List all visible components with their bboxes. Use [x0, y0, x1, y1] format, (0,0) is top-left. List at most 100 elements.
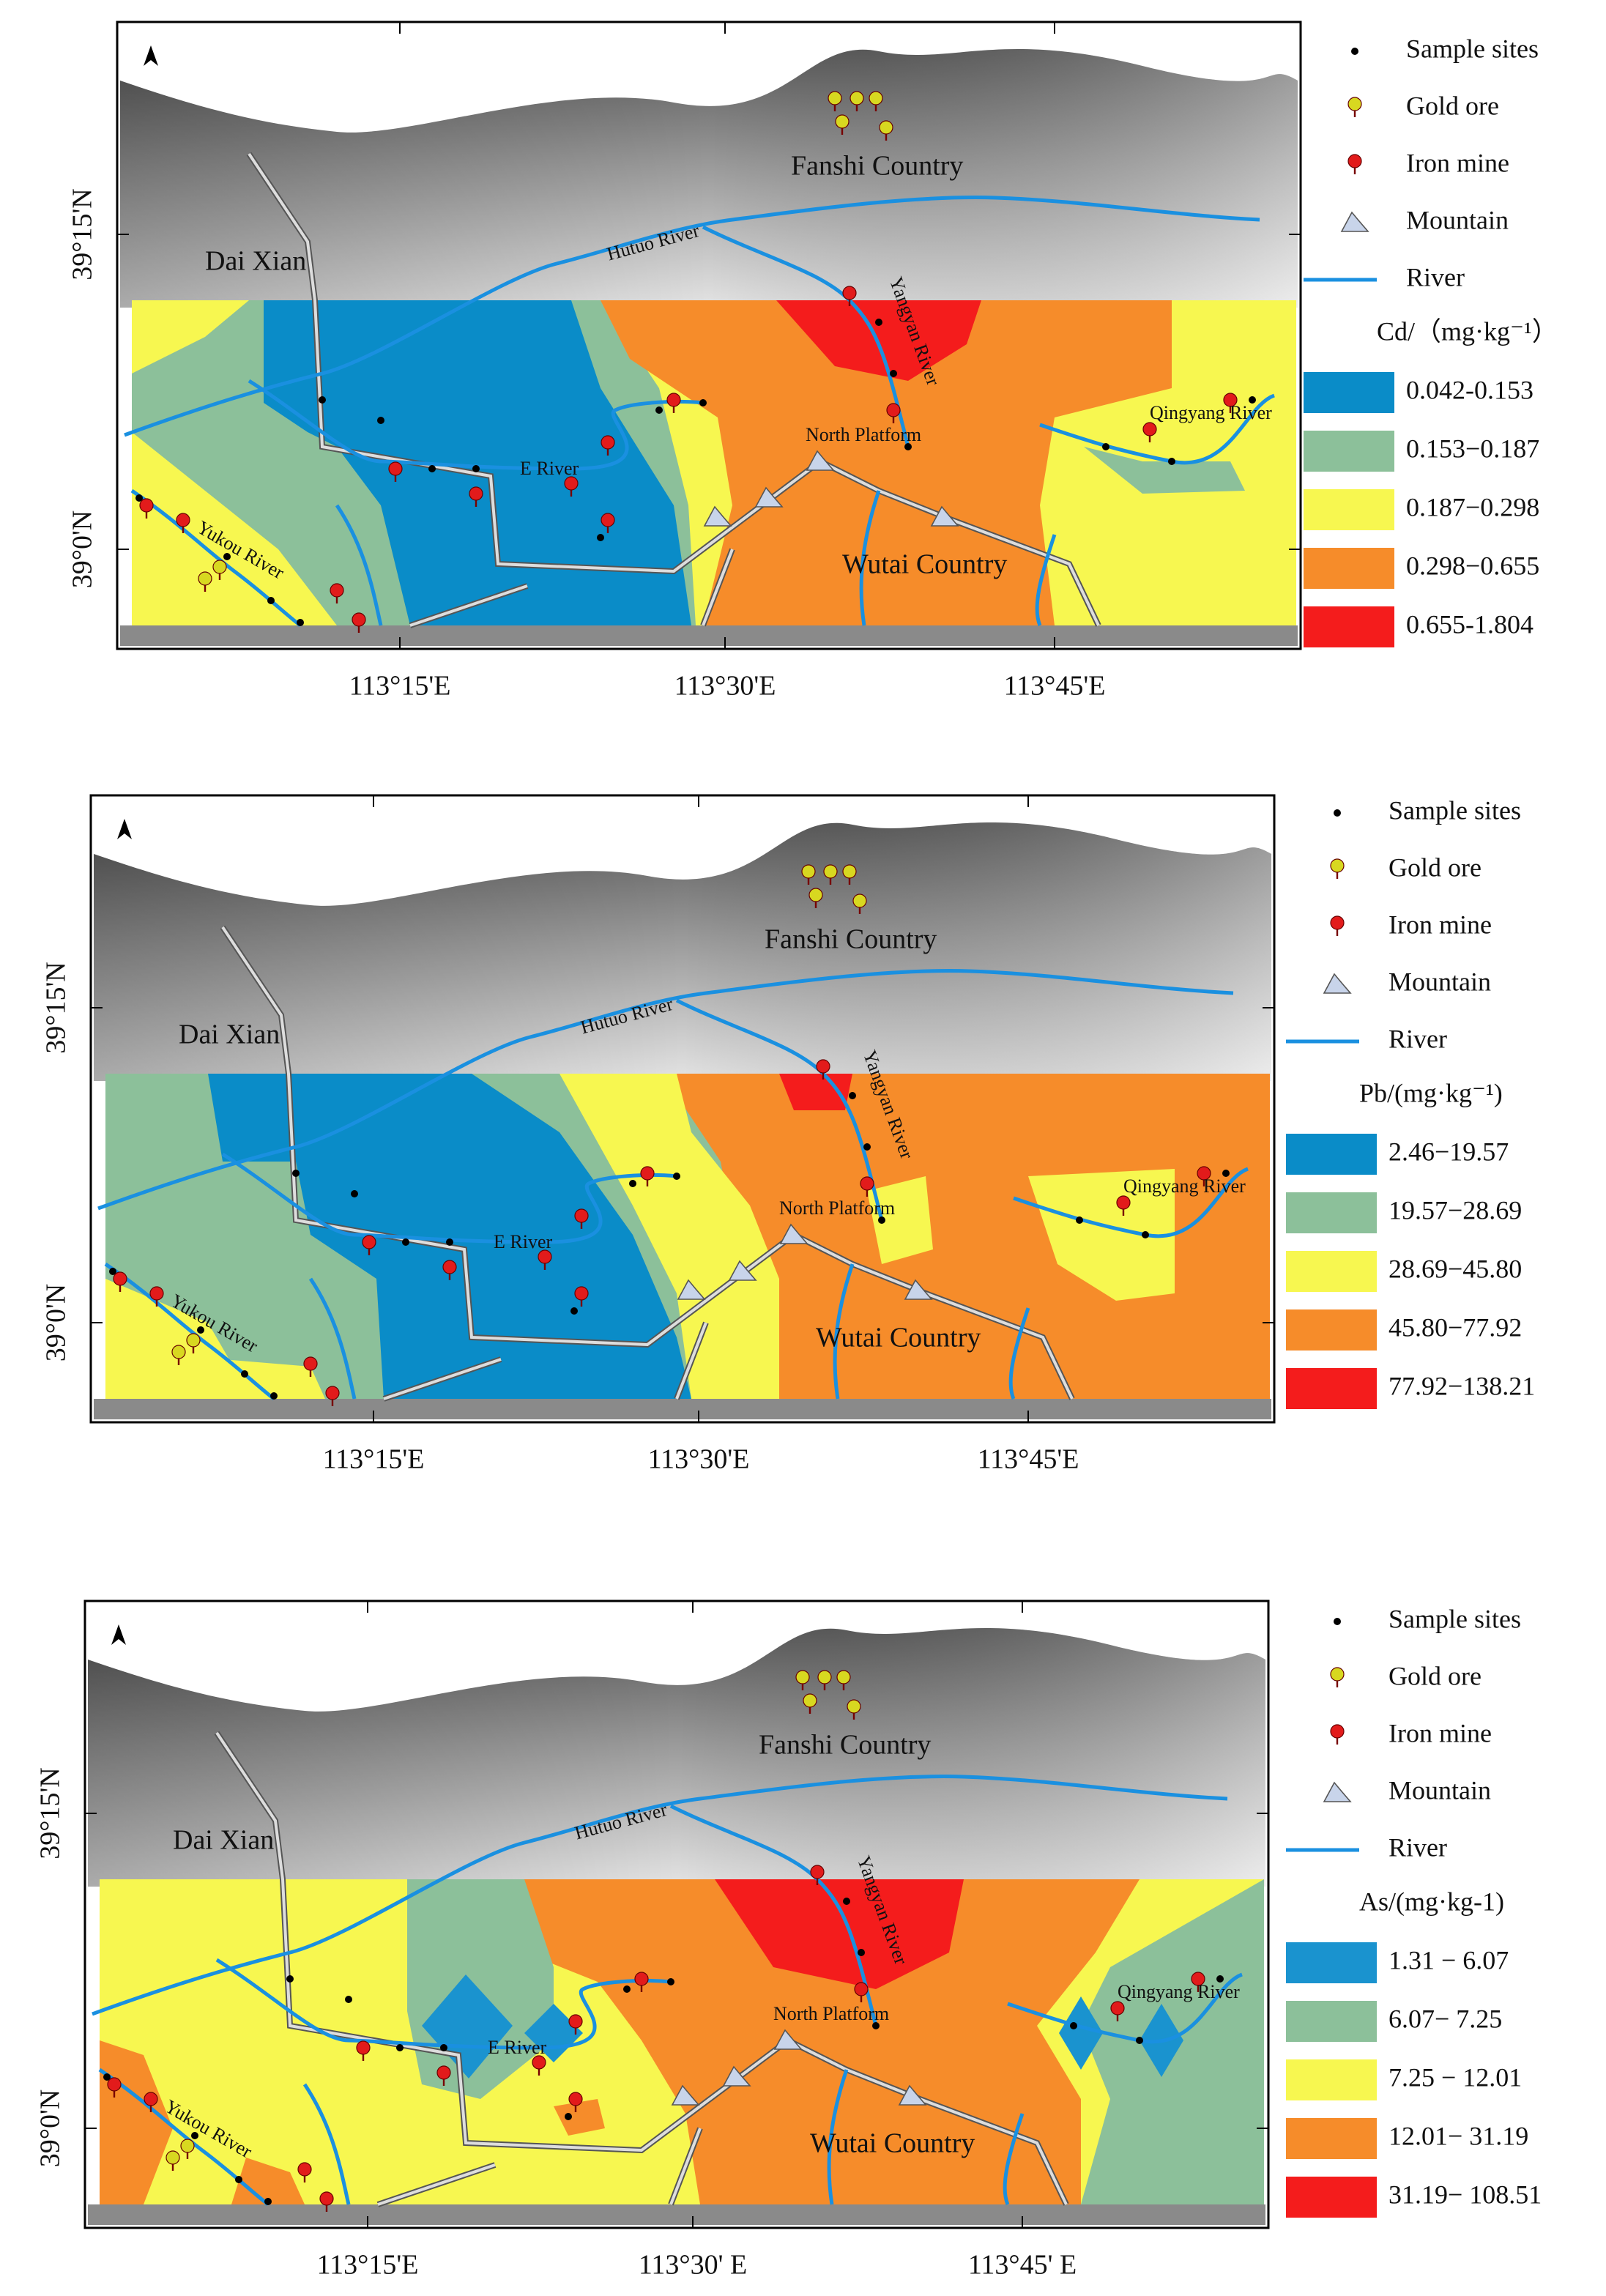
x-axis-label: 113°30'E: [648, 1444, 750, 1475]
mountain-icon: [722, 2065, 751, 2087]
legend-label: 7.25 − 12.01: [1388, 2062, 1522, 2092]
pin-head: [1110, 2001, 1125, 2015]
sample-site: [1070, 2022, 1077, 2029]
legend-swatch: [1286, 1942, 1377, 1983]
pin-head: [1191, 1972, 1205, 1986]
sample-site: [667, 1978, 674, 1985]
river: [104, 1262, 275, 1400]
sample-site: [843, 1898, 850, 1905]
pin-head: [836, 1670, 851, 1684]
y-axis-label: 39°15'N: [67, 188, 98, 281]
sample-site: [858, 1949, 865, 1956]
legend-label: 2.46−19.57: [1388, 1137, 1509, 1166]
zone: [264, 300, 691, 625]
pin-head: [852, 893, 867, 908]
pin-head: [1330, 1667, 1345, 1682]
river: [215, 1958, 672, 2050]
sample-site: [472, 465, 480, 472]
sample-site: [440, 2044, 447, 2051]
sample-site: [109, 1268, 116, 1275]
north-arrow: [144, 45, 158, 66]
sample-site: [863, 1143, 871, 1151]
legend-swatch: [1304, 489, 1394, 530]
legend-label: River: [1388, 1024, 1447, 1053]
pin-head: [574, 1208, 589, 1223]
place-label: Wutai Country: [816, 1323, 981, 1353]
place-label: Qingyang River: [1150, 402, 1272, 423]
sample-site: [878, 1216, 885, 1224]
legend-label: Gold ore: [1388, 852, 1482, 882]
pin-head: [180, 2139, 195, 2153]
legend-symbol: [1334, 1618, 1341, 1625]
hillshade-lower: [88, 2204, 1265, 2225]
sample-site: [297, 619, 304, 626]
pin-head: [171, 1345, 186, 1359]
legend-label: Gold ore: [1406, 91, 1499, 120]
zone: [208, 1074, 691, 1399]
pin-head: [139, 498, 154, 513]
sample-site: [570, 1307, 578, 1315]
legend-swatch: [1304, 431, 1394, 472]
sample-site: [197, 1326, 204, 1334]
pin-head: [330, 583, 344, 598]
legend-label: 0.298−0.655: [1406, 551, 1539, 580]
sample-site: [1168, 458, 1175, 465]
legend-label: 0.153−0.187: [1406, 434, 1539, 463]
legend-label: 28.69−45.80: [1388, 1254, 1522, 1283]
river: [308, 1277, 357, 1400]
pin-head: [436, 2065, 451, 2080]
zone: [779, 1074, 852, 1110]
hillshade-lower: [120, 625, 1298, 646]
sample-site: [655, 406, 663, 414]
hillshade-tone: [94, 822, 1271, 1081]
pin-head: [879, 120, 893, 135]
legend-swatch: [1286, 2118, 1377, 2159]
place-label: E River: [520, 458, 579, 479]
pin-head: [886, 403, 901, 417]
place-label: Qingyang River: [1118, 1981, 1240, 2002]
legend-label: Iron mine: [1388, 1718, 1492, 1747]
pin-head: [388, 461, 403, 476]
sample-site: [699, 399, 707, 406]
sample-site: [623, 1985, 631, 1993]
pin-head: [469, 486, 483, 501]
legend-label: 6.07− 7.25: [1388, 2004, 1502, 2033]
pin-head: [198, 571, 212, 586]
sample-site: [241, 1370, 248, 1378]
river: [833, 1263, 855, 1400]
y-axis-label: 39°0'N: [35, 2089, 66, 2168]
pin-head: [574, 1286, 589, 1301]
river: [248, 379, 704, 471]
sample-site: [1142, 1231, 1149, 1238]
place-label: Fanshi Country: [759, 1730, 931, 1761]
sample-site: [875, 319, 882, 326]
legend-label: 1.31 − 6.07: [1388, 1945, 1509, 1974]
legend-label: 45.80−77.92: [1388, 1312, 1522, 1342]
pin-head: [640, 1166, 655, 1181]
river: [221, 1152, 677, 1244]
pin-head: [297, 2162, 312, 2177]
river: [98, 2067, 269, 2206]
legend-swatch: [1286, 1309, 1377, 1351]
pin-head: [538, 1249, 552, 1264]
pin-head: [666, 393, 681, 407]
pin-head: [1223, 393, 1238, 407]
legend-label: Sample sites: [1388, 1604, 1521, 1633]
sample-site: [1216, 1975, 1224, 1983]
zone: [601, 300, 1172, 625]
sample-site: [1102, 443, 1109, 450]
legend-label: 31.19− 108.51: [1388, 2180, 1542, 2209]
mountain-icon: [806, 450, 835, 471]
sample-site: [849, 1092, 856, 1099]
legend-label: Mountain: [1388, 967, 1491, 996]
river: [827, 2069, 849, 2205]
pin-head: [869, 91, 883, 105]
pin-head: [356, 2040, 371, 2055]
pin-head: [212, 560, 227, 574]
place-label: Qingyang River: [1123, 1175, 1246, 1197]
legend-title: As/(mg·kg-1): [1359, 1887, 1504, 1916]
x-axis-label: 113°15'E: [317, 2250, 419, 2281]
river: [335, 504, 383, 626]
sample-site: [103, 2073, 111, 2081]
